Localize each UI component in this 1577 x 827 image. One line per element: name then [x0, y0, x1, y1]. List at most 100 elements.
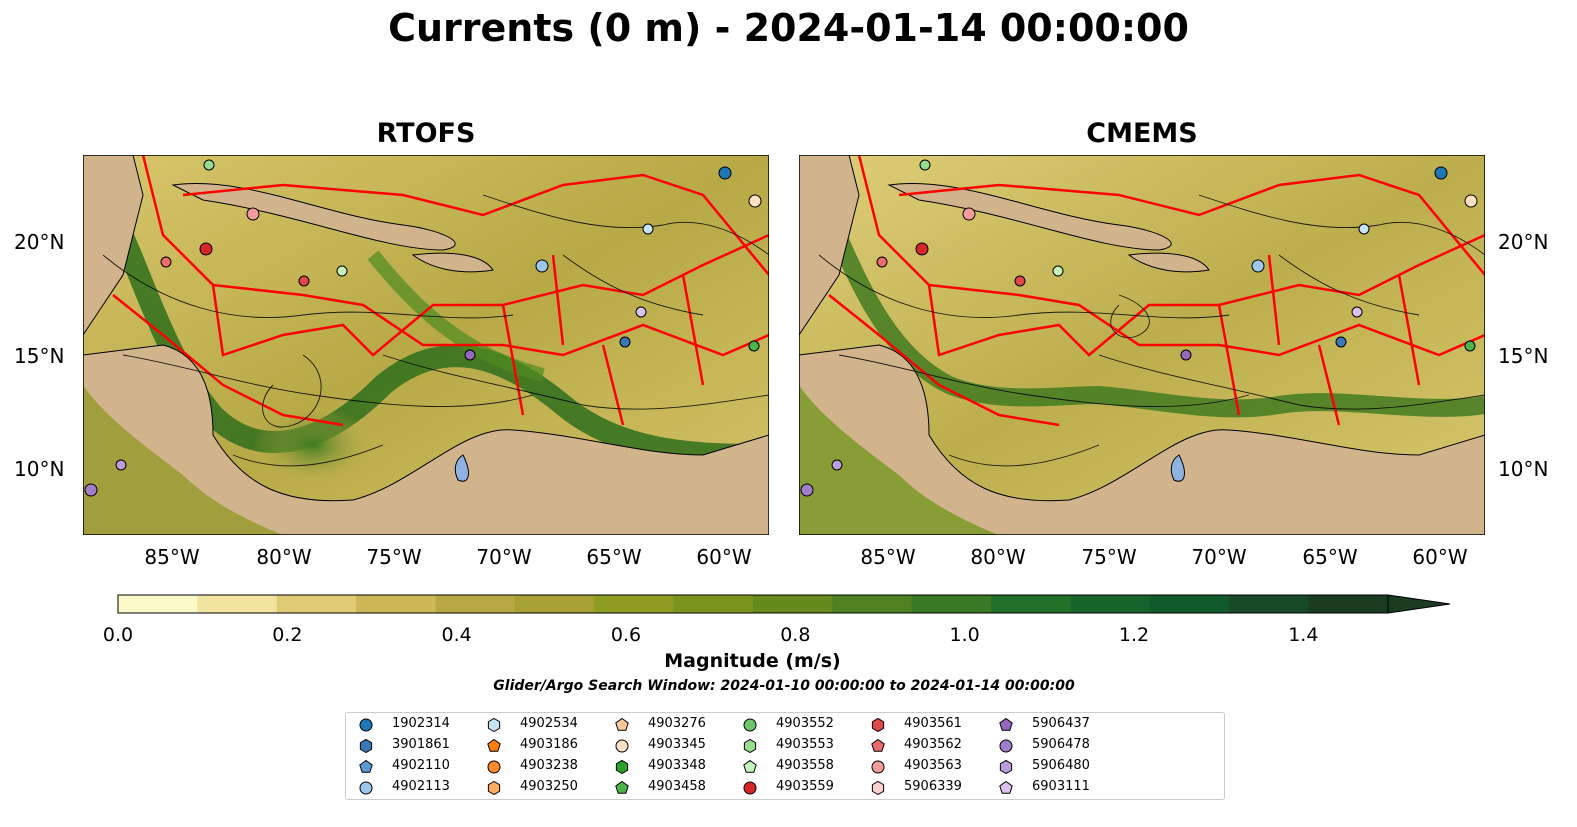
lon-label: 70°W: [476, 545, 532, 569]
colorbar-segment: [832, 595, 913, 613]
legend-label: 5906480: [1032, 758, 1090, 773]
lake-maracaibo: [1170, 454, 1185, 482]
colorbar-segment: [911, 595, 992, 613]
colorbar-segment: [1070, 595, 1151, 613]
legend-label: 4903348: [648, 758, 706, 773]
circle-marker-icon: [999, 739, 1013, 753]
land-hispaniola: [411, 252, 494, 273]
map-rtofs: [83, 155, 769, 535]
colorbar-segment: [1229, 595, 1310, 613]
colorbar-tick-label: 1.0: [949, 624, 980, 646]
pacific-field: [799, 385, 999, 535]
legend: 1902314 3901861 4902110 4902113 4902534 49031…: [345, 712, 1225, 800]
lon-label: 65°W: [1302, 545, 1358, 569]
legend-label: 4902113: [392, 779, 450, 794]
legend-label: 3901861: [392, 737, 450, 752]
pentagon-marker-icon: [743, 759, 757, 773]
legend-label: 5906478: [1032, 737, 1090, 752]
hexagon-marker-icon: [615, 759, 629, 775]
legend-label: 4903250: [520, 779, 578, 794]
legend-label: 4903559: [776, 779, 834, 794]
hexagon-marker-icon: [871, 780, 885, 796]
lat-label-right: 15°N: [1498, 344, 1549, 368]
colorbar-tick-label: 0.8: [780, 624, 811, 646]
lon-label: 75°W: [366, 545, 422, 569]
hexagon-marker-icon: [871, 717, 885, 733]
legend-label: 6903111: [1032, 779, 1090, 794]
land-south-america: [799, 344, 1485, 535]
float-markers: [800, 159, 1478, 497]
pentagon-marker-icon: [999, 780, 1013, 794]
legend-label: 4903553: [776, 737, 834, 752]
colorbar-segment: [356, 595, 436, 613]
search-window-text: Glider/Argo Search Window: 2024-01-10 00…: [493, 678, 1075, 694]
legend-label: 4903558: [776, 758, 834, 773]
hexagon-marker-icon: [999, 759, 1013, 775]
lon-label: 85°W: [860, 545, 916, 569]
current-jet: [820, 211, 1485, 418]
colorbar-frame: [117, 594, 1389, 614]
legend-label: 4903458: [648, 779, 706, 794]
colorbar-extend-arrow: [1387, 594, 1451, 614]
legend-label: 4903562: [904, 737, 962, 752]
colorbar-tick-label: 1.2: [1118, 624, 1150, 646]
lon-label: 80°W: [970, 545, 1026, 569]
lon-label: 80°W: [256, 545, 312, 569]
legend-label: 4903238: [520, 758, 578, 773]
pentagon-marker-icon: [999, 717, 1013, 731]
pentagon-marker-icon: [871, 738, 885, 752]
lat-label-left: 20°N: [14, 230, 65, 254]
colorbar-segment: [594, 595, 675, 613]
lat-label-left: 15°N: [14, 344, 65, 368]
colorbar-segment: [514, 595, 595, 613]
float-markers: [84, 159, 762, 497]
lon-label: 70°W: [1191, 545, 1247, 569]
lon-label: 60°W: [696, 545, 752, 569]
colorbar-tick-label: 0.4: [441, 624, 472, 646]
circle-marker-icon: [743, 718, 757, 732]
land-cuba: [171, 182, 456, 251]
pentagon-marker-icon: [359, 759, 373, 773]
streamlines: [818, 194, 1485, 467]
circle-marker-icon: [359, 781, 373, 795]
figure-title: Currents (0 m) - 2024-01-14 00:00:00: [388, 6, 1189, 50]
panel-title-rtofs: RTOFS: [376, 118, 476, 149]
eddy: [253, 405, 373, 485]
colorbar-label: Magnitude (m/s): [664, 650, 841, 672]
land-yucatan: [799, 155, 860, 336]
map-cmems: [799, 155, 1485, 535]
pentagon-marker-icon: [487, 738, 501, 752]
land-yucatan: [83, 155, 144, 336]
lon-label: 75°W: [1081, 545, 1137, 569]
circle-marker-icon: [359, 718, 373, 732]
land-cuba: [887, 182, 1172, 251]
colorbar-segment: [1308, 595, 1389, 613]
pentagon-marker-icon: [615, 780, 629, 794]
legend-label: 4903186: [520, 737, 578, 752]
boundary-lines: [112, 155, 769, 427]
circle-marker-icon: [871, 760, 885, 774]
pentagon-marker-icon: [615, 717, 629, 731]
hexagon-marker-icon: [487, 717, 501, 733]
colorbar-tick-label: 0.2: [272, 624, 303, 646]
legend-label: 4903345: [648, 737, 706, 752]
colorbar-tick-label: 0.0: [102, 624, 134, 646]
legend-label: 4903563: [904, 758, 962, 773]
boundary-lines: [828, 155, 1485, 427]
colorbar-tick-label: 1.4: [1288, 624, 1319, 646]
lon-label: 60°W: [1412, 545, 1468, 569]
colorbar-segment: [276, 595, 357, 613]
hexagon-marker-icon: [359, 738, 373, 754]
colorbar-tick-label: 0.6: [610, 624, 642, 646]
land-hispaniola: [1127, 252, 1210, 273]
lon-label: 65°W: [586, 545, 642, 569]
colorbar-segment: [753, 595, 833, 613]
legend-label: 4902534: [520, 716, 578, 731]
legend-label: 5906437: [1032, 716, 1090, 731]
circle-marker-icon: [615, 739, 629, 753]
lat-label-left: 10°N: [14, 457, 65, 481]
colorbar-segment: [1149, 595, 1230, 613]
legend-label: 4903552: [776, 716, 834, 731]
streamlines: [102, 194, 769, 467]
lat-label-right: 10°N: [1498, 457, 1549, 481]
